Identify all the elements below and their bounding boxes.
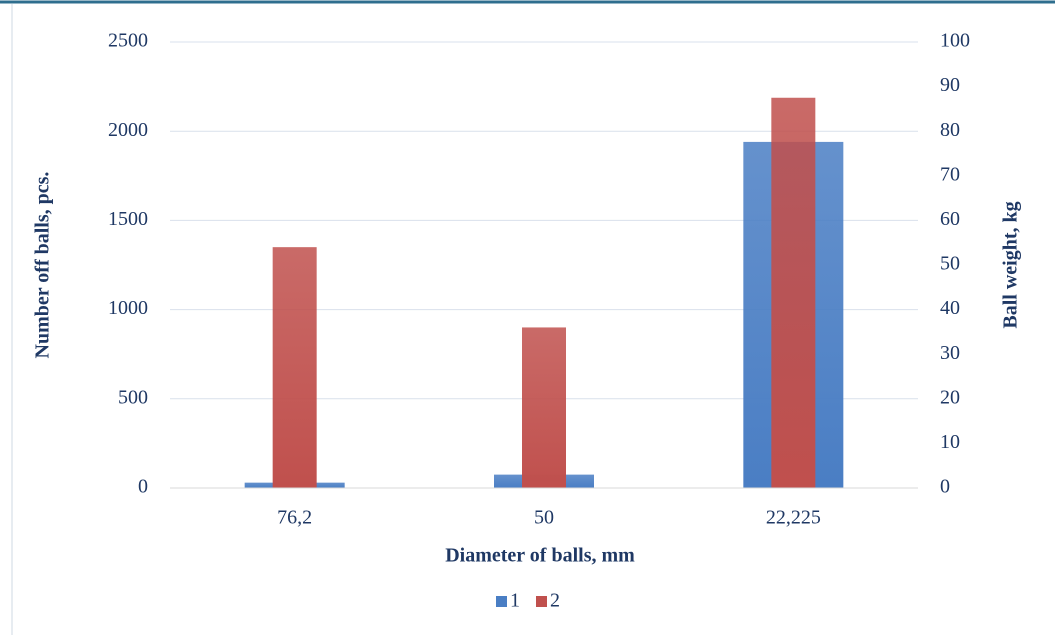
y-axis-label: Number off balls, pcs. — [32, 172, 54, 359]
y2-tick-label: 70 — [940, 163, 960, 185]
legend-swatch — [536, 596, 547, 607]
x-tick-label: 76,2 — [277, 507, 312, 529]
y-tick-label: 2000 — [108, 119, 148, 141]
y2-tick-label: 90 — [940, 74, 960, 96]
y-tick-label: 2500 — [108, 30, 148, 52]
bar — [771, 97, 816, 488]
y2-tick-label: 20 — [940, 386, 960, 408]
bar — [272, 247, 317, 488]
y2-tick-label: 0 — [940, 476, 950, 498]
y2-tick-label: 30 — [940, 342, 960, 364]
legend-label: 2 — [550, 590, 560, 612]
y-tick-label: 1500 — [108, 208, 148, 230]
x-tick-label: 50 — [534, 507, 554, 529]
y-tick-label: 1000 — [108, 297, 148, 319]
legend-swatch — [496, 596, 507, 607]
x-tick-label: 22,225 — [766, 507, 821, 529]
y2-tick-label: 80 — [940, 119, 960, 141]
y2-tick-label: 50 — [940, 253, 960, 275]
y-tick-label: 500 — [118, 386, 148, 408]
y-tick-label: 0 — [138, 476, 148, 498]
y2-tick-label: 40 — [940, 297, 960, 319]
y2-tick-label: 100 — [940, 30, 970, 52]
y2-tick-label: 60 — [940, 208, 960, 230]
y2-axis-label: Ball weight, kg — [1000, 201, 1022, 328]
bar — [522, 327, 566, 488]
y2-tick-label: 10 — [940, 431, 960, 453]
legend-label: 1 — [510, 590, 520, 612]
x-axis-label: Diameter of balls, mm — [445, 545, 635, 567]
